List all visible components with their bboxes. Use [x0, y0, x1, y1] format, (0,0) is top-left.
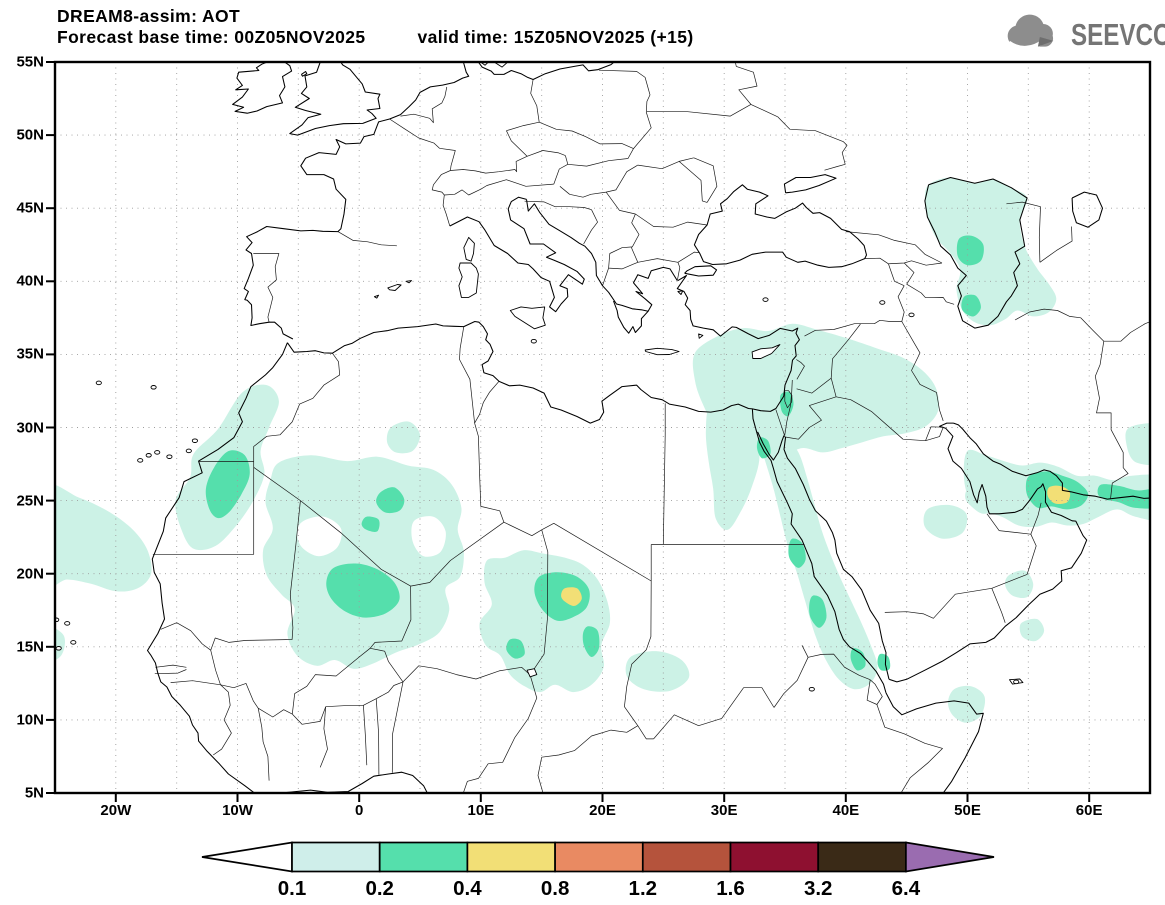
colorbar-label-0.8: 0.8 [541, 877, 570, 900]
x-axis-label-10E: 10E [467, 802, 495, 819]
aot-colorbar: 0.1 0.2 0.4 0.8 1.2 1.6 3.2 6.4 [201, 841, 995, 900]
y-axis-label-40N: 40N [16, 272, 44, 290]
colorbar-label-0.2: 0.2 [365, 877, 394, 900]
x-axis-label-40E: 40E [832, 802, 860, 819]
x-axis-label-60E: 60E [1075, 802, 1103, 819]
valid-time: valid time: 15Z05NOV2025 (+15) [417, 27, 694, 47]
colorbar-label-0.4: 0.4 [453, 877, 482, 900]
x-axis-label-20W: 20W [100, 802, 132, 819]
colorbar-segment-1.2 [641, 841, 732, 873]
x-axis-label-20E: 20E [589, 802, 616, 819]
x-axis-label-30E: 30E [710, 802, 738, 819]
y-axis-label-20N: 20N [16, 565, 44, 583]
y-axis-label-5N: 5N [24, 784, 44, 802]
colorbar-segment-0.4 [466, 841, 556, 873]
y-axis-label-10N: 10N [16, 711, 44, 729]
x-axis-label-10W: 10W [222, 802, 253, 819]
colorbar-label-0.1: 0.1 [278, 877, 307, 900]
y-axis-label-30N: 30N [16, 419, 44, 436]
colorbar-segment-1.6 [729, 841, 820, 873]
y-axis-label-35N: 35N [16, 345, 44, 363]
page-title: DREAM8-assim: AOT [57, 6, 241, 26]
forecast-base-time: Forecast base time: 00Z05NOV2025 [57, 27, 366, 47]
graticule-layer [55, 62, 1150, 793]
axis-ticks [46, 61, 1091, 802]
cloud-icon [1007, 14, 1054, 51]
borders-layer [152, 62, 1150, 793]
aot-fill-layer [55, 177, 1150, 723]
colorbar-label-1.2: 1.2 [629, 877, 658, 900]
y-axis-label-45N: 45N [16, 199, 44, 217]
islands-layer [55, 62, 1024, 692]
colorbar-segment-0.1 [291, 841, 381, 873]
x-axis-label-50E: 50E [954, 802, 981, 819]
colorbar-above-arrow [905, 841, 995, 873]
y-axis-label-55N: 55N [16, 53, 44, 71]
x-axis-label-0: 0 [354, 802, 364, 819]
logo-text: SEEVCCC [1071, 17, 1165, 52]
y-axis-label-50N: 50N [16, 126, 44, 144]
colorbar-label-6.4: 6.4 [892, 877, 921, 900]
colorbar-segment-0.2 [378, 841, 469, 873]
colorbar-label-1.6: 1.6 [716, 877, 745, 900]
colorbar-below-arrow [201, 841, 293, 873]
colorbar-segment-0.8 [554, 841, 644, 873]
y-axis-label-25N: 25N [16, 492, 44, 510]
page-subtitle: Forecast base time: 00Z05NOV2025 valid ti… [57, 27, 694, 48]
coastline-layer [146, 62, 1150, 793]
colorbar-label-3.2: 3.2 [804, 877, 833, 900]
seevccc-logo: SEEVCCC [1004, 14, 1165, 56]
colorbar-segment-3.2 [817, 841, 907, 873]
y-axis-label-15N: 15N [16, 638, 44, 656]
